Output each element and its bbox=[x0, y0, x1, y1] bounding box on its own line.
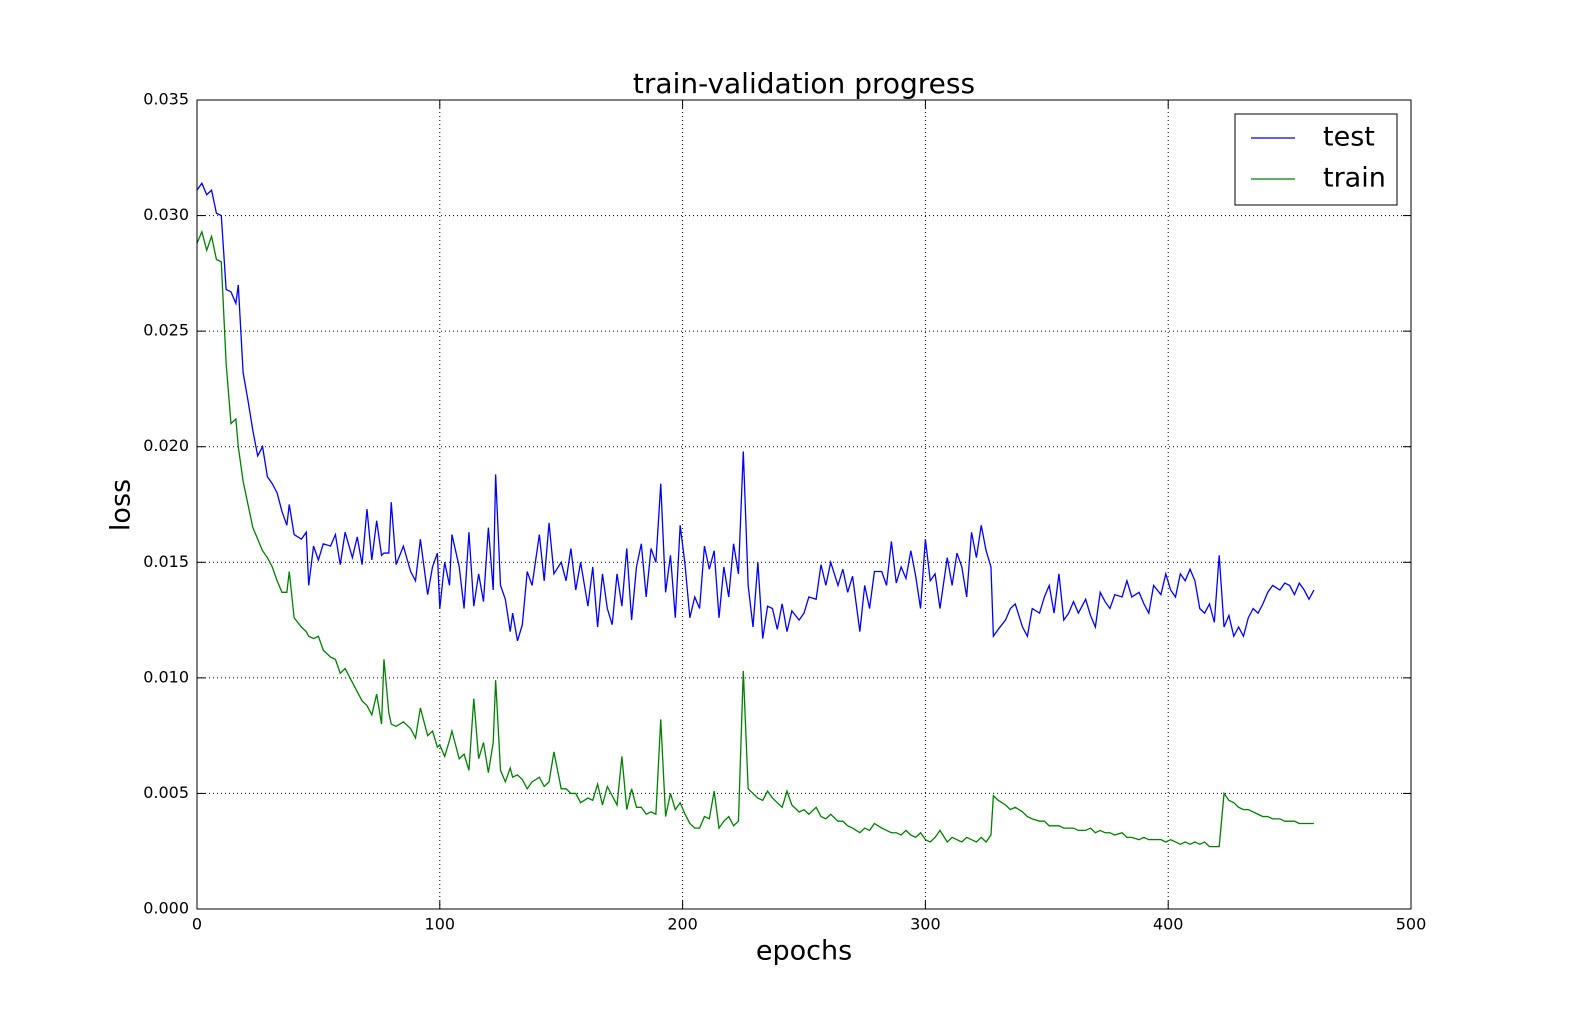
x-axis-label: epochs bbox=[756, 936, 852, 967]
y-tick-label: 0.035 bbox=[143, 90, 189, 109]
y-tick-label: 0.025 bbox=[143, 321, 189, 340]
series-line bbox=[196, 181, 1315, 642]
plot-frame bbox=[196, 99, 1412, 910]
legend-label: train bbox=[1323, 163, 1386, 194]
y-tick-label: 0.000 bbox=[143, 899, 189, 918]
x-tick-label: 0 bbox=[192, 915, 202, 934]
y-tick-label: 0.015 bbox=[143, 552, 189, 571]
x-tick-label: 200 bbox=[667, 915, 698, 934]
y-tick-label: 0.005 bbox=[143, 783, 189, 802]
y-tick-label: 0.030 bbox=[143, 205, 189, 224]
y-tick-label: 0.020 bbox=[143, 436, 189, 455]
chart-title: train-validation progress bbox=[633, 67, 975, 100]
y-axis-label: loss bbox=[106, 479, 137, 531]
x-tick-label: 300 bbox=[910, 915, 941, 934]
legend-label: test bbox=[1323, 122, 1375, 153]
x-tick-label: 100 bbox=[425, 915, 456, 934]
x-tick-label: 500 bbox=[1396, 915, 1427, 934]
x-tick-label: 400 bbox=[1153, 915, 1184, 934]
legend-box bbox=[1234, 113, 1398, 206]
y-tick-label: 0.010 bbox=[143, 667, 189, 686]
series-line bbox=[196, 229, 1314, 848]
